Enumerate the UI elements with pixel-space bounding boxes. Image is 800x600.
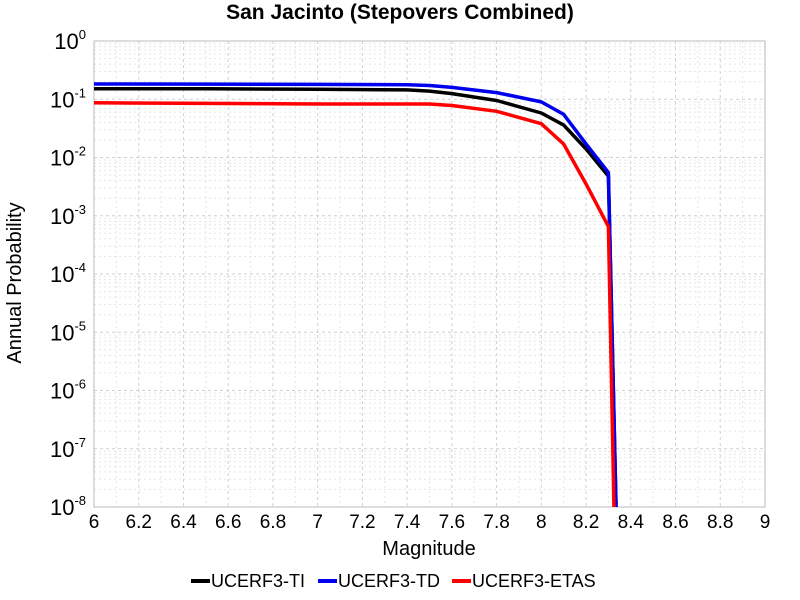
y-tick-label: 10-2 bbox=[50, 144, 86, 171]
y-tick-label: 10-4 bbox=[50, 260, 86, 287]
chart-title: San Jacinto (Stepovers Combined) bbox=[226, 1, 574, 24]
y-tick-label: 10-6 bbox=[50, 377, 86, 404]
x-tick-label: 8.8 bbox=[707, 512, 733, 533]
x-tick-label: 9 bbox=[760, 512, 771, 533]
y-tick-label: 100 bbox=[54, 27, 86, 54]
x-tick-label: 7.4 bbox=[394, 512, 421, 533]
grid bbox=[93, 41, 766, 508]
x-tick-label: 6 bbox=[89, 512, 100, 533]
series-line-ucerf3-ti bbox=[94, 86, 618, 507]
x-tick-label: 7.6 bbox=[439, 512, 465, 533]
legend-label: UCERF3-ETAS bbox=[472, 571, 596, 591]
x-tick-label: 6.8 bbox=[260, 512, 286, 533]
x-axis-label: Magnitude bbox=[382, 538, 475, 560]
y-tick-label: 10-5 bbox=[50, 318, 86, 345]
y-axis-label: Annual Probability bbox=[4, 202, 26, 363]
series-line-ucerf3-etas bbox=[94, 101, 616, 507]
y-tick-label: 10-7 bbox=[50, 435, 86, 462]
legend-label: UCERF3-TD bbox=[338, 571, 440, 591]
x-tick-label: 7 bbox=[312, 512, 323, 533]
x-tick-label: 8 bbox=[536, 512, 547, 533]
x-tick-label: 8.2 bbox=[573, 512, 599, 533]
y-tick-label: 10-8 bbox=[50, 493, 86, 520]
x-tick-label: 7.8 bbox=[483, 512, 509, 533]
y-axis-ticks: 100 10-1 10-2 10-3 10-4 10-5 10-6 10-7 10-8 bbox=[50, 27, 86, 520]
x-tick-label: 8.6 bbox=[662, 512, 688, 533]
x-tick-label: 7.2 bbox=[349, 512, 375, 533]
x-tick-label: 6.2 bbox=[126, 512, 152, 533]
series-layer bbox=[94, 82, 618, 507]
y-tick-label: 10-3 bbox=[50, 202, 86, 229]
x-tick-label: 6.4 bbox=[170, 512, 197, 533]
plot-area bbox=[93, 40, 766, 508]
y-tick-label: 10-1 bbox=[50, 85, 86, 112]
x-tick-label: 6.6 bbox=[215, 512, 241, 533]
series-line-ucerf3-td bbox=[94, 82, 618, 507]
legend-label: UCERF3-TI bbox=[211, 571, 305, 591]
x-axis-ticks: 6 6.2 6.4 6.6 6.8 7 7.2 7.4 7.6 7.8 8 8.2 8.4 8.6 8.8 9 bbox=[89, 512, 771, 533]
x-tick-label: 8.4 bbox=[618, 512, 645, 533]
legend: UCERF3-TI UCERF3-TD UCERF3-ETAS bbox=[191, 571, 596, 591]
